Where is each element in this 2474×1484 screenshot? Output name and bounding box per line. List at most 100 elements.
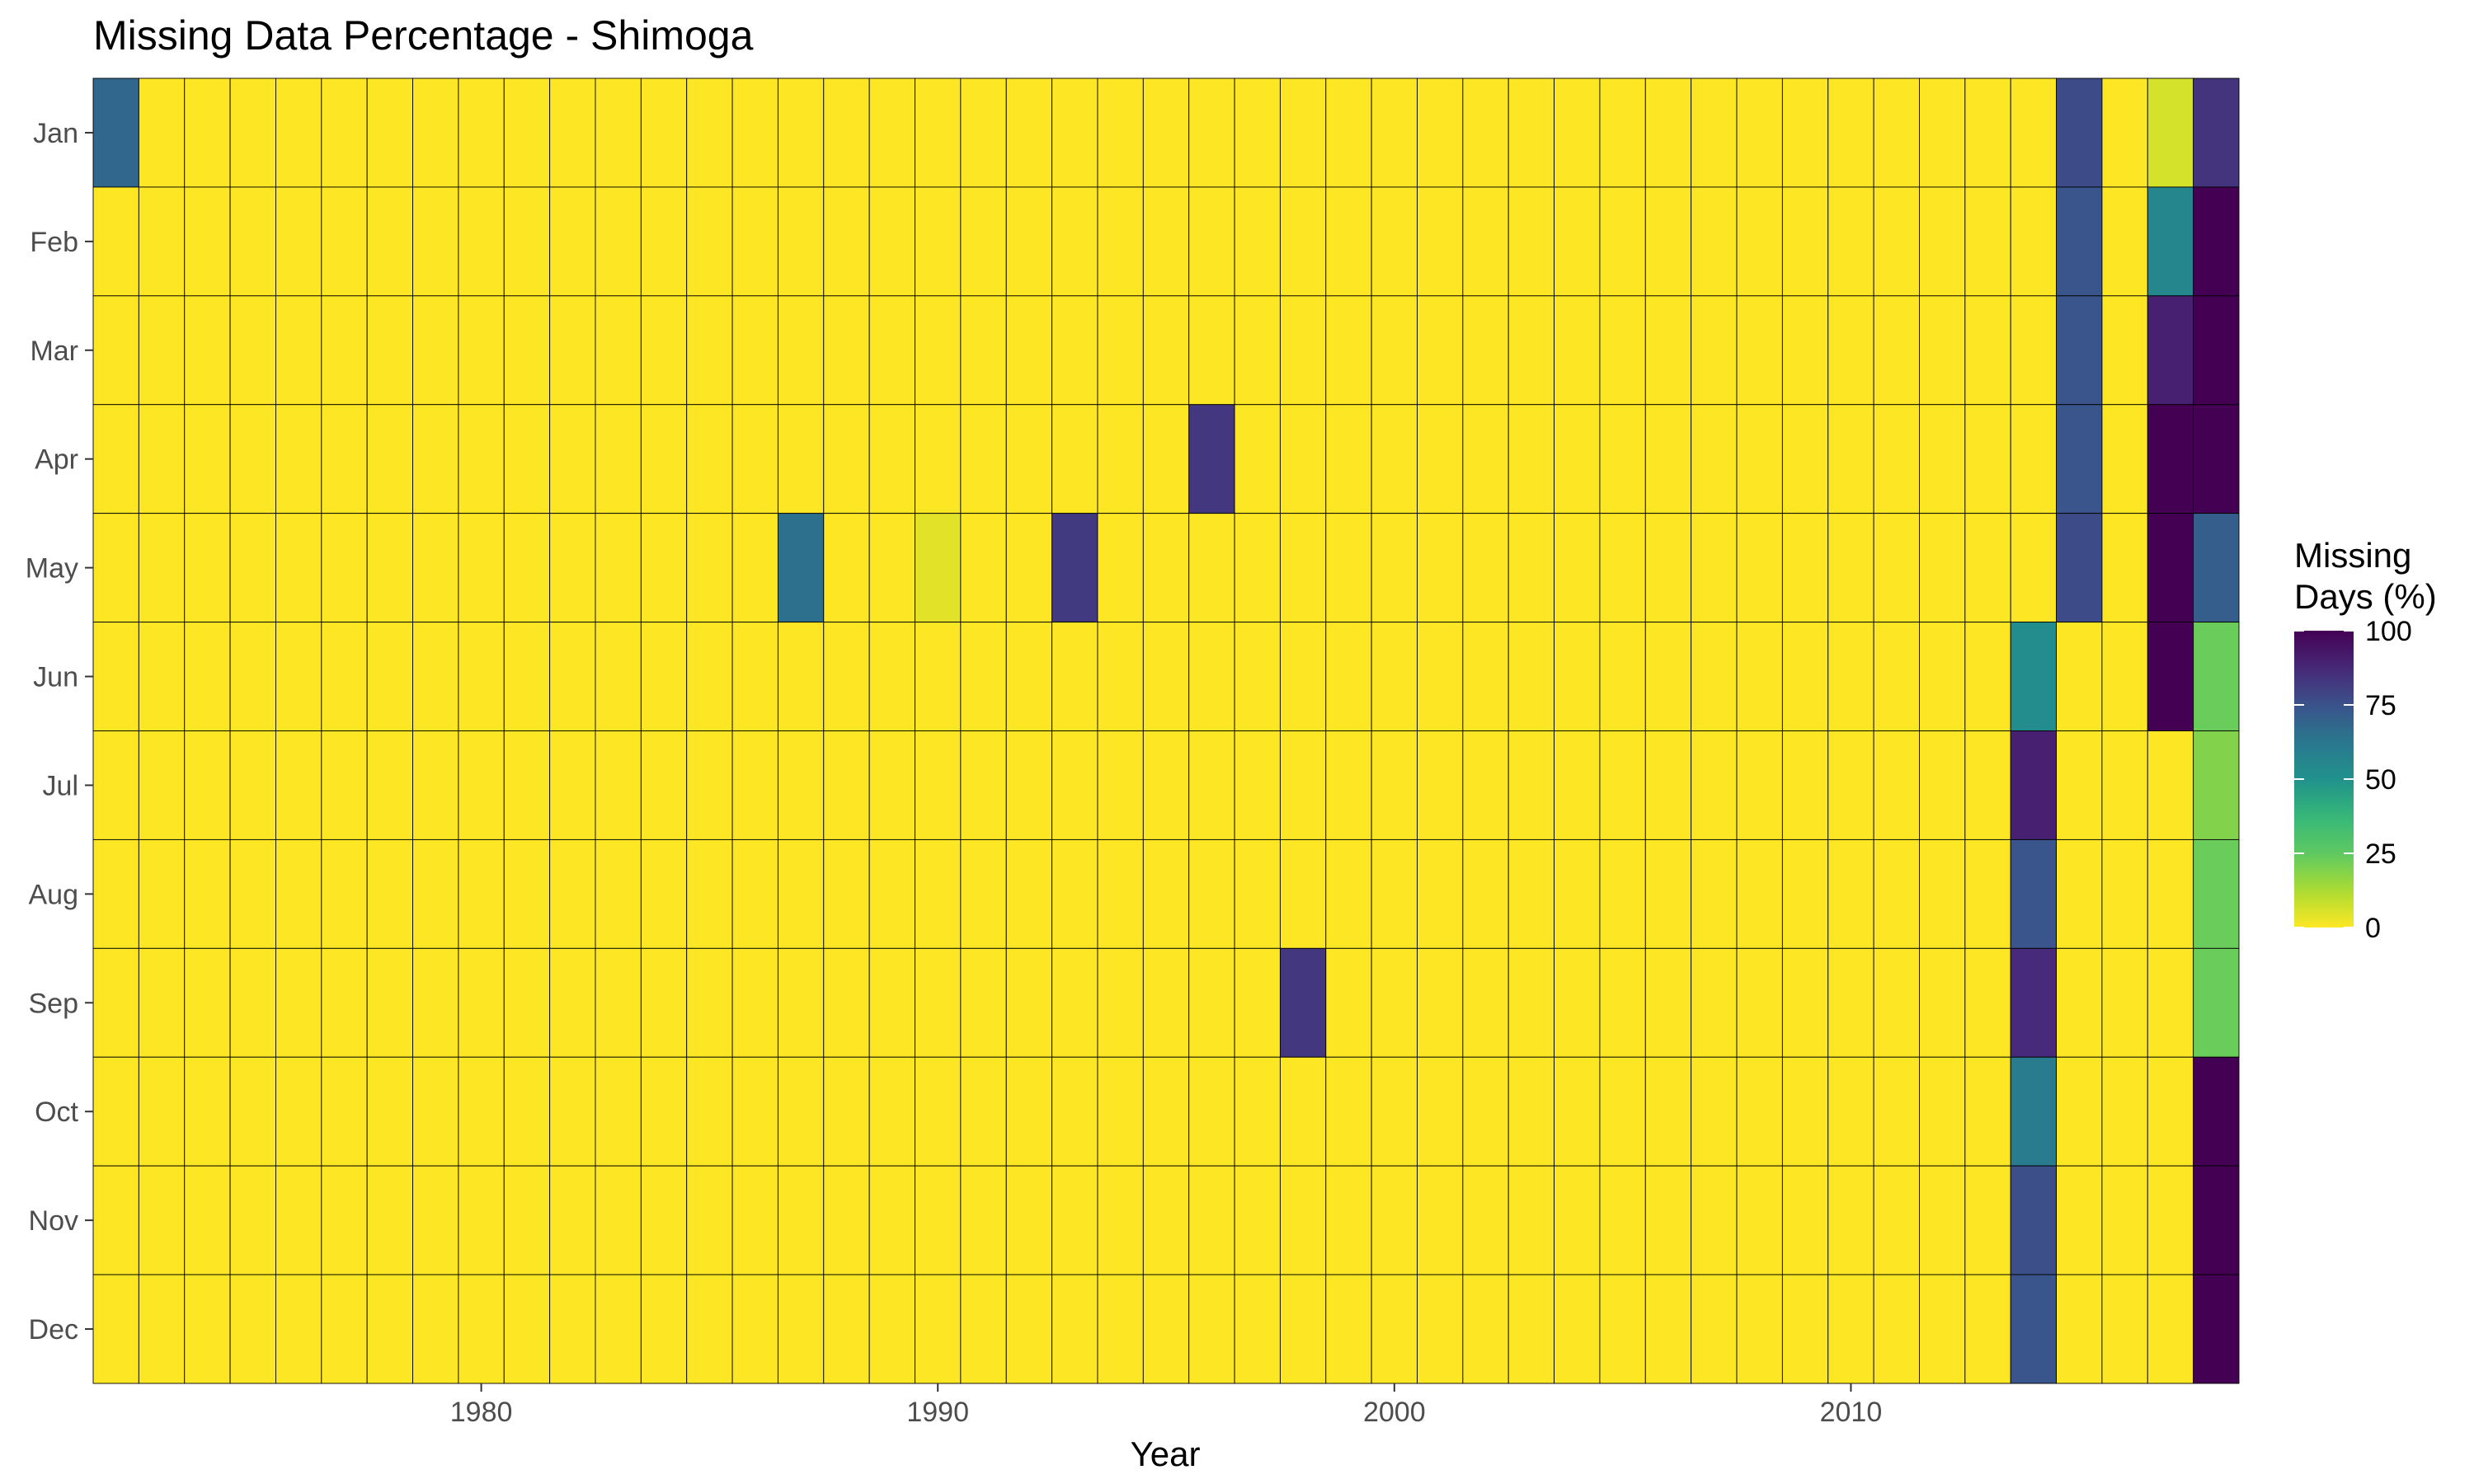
heatmap-cell-2001-may: [1417, 513, 1464, 623]
heatmap-cell-1997-jan: [1234, 77, 1281, 188]
heatmap-cell-1973-aug: [138, 838, 186, 949]
heatmap-cell-2001-jul: [1417, 730, 1464, 840]
heatmap-cell-1991-apr: [960, 404, 1007, 514]
heatmap-cell-1994-sep: [1097, 947, 1144, 1058]
heatmap-cell-1992-aug: [1005, 838, 1053, 949]
heatmap-cell-2011-sep: [1873, 947, 1920, 1058]
heatmap-cell-1972-jan: [92, 77, 139, 188]
heatmap-cell-1972-jul: [92, 730, 139, 840]
heatmap-cell-2017-may: [2147, 513, 2194, 623]
heatmap-cell-1996-jan: [1188, 77, 1235, 188]
heatmap-cell-2015-jan: [2056, 77, 2103, 188]
heatmap-cell-1991-jan: [960, 77, 1007, 188]
heatmap-cell-1978-dec: [366, 1274, 413, 1384]
heatmap-cell-1975-jul: [229, 730, 276, 840]
heatmap-cell-2007-may: [1691, 513, 1738, 623]
heatmap-cell-1991-feb: [960, 186, 1007, 297]
heatmap-cell-2016-nov: [2101, 1165, 2148, 1275]
heatmap-cell-1979-may: [412, 513, 459, 623]
heatmap-cell-2009-feb: [1781, 186, 1829, 297]
heatmap-cell-2003-apr: [1507, 404, 1555, 514]
heatmap-cell-1993-feb: [1051, 186, 1098, 297]
heatmap-cell-1992-jun: [1005, 622, 1053, 731]
heatmap-cell-1999-mar: [1325, 295, 1372, 406]
heatmap-cell-2014-mar: [2010, 295, 2058, 406]
heatmap-cell-2004-feb: [1554, 186, 1601, 297]
heatmap-cell-2017-nov: [2147, 1165, 2194, 1275]
heatmap-cell-2014-sep: [2010, 947, 2058, 1058]
heatmap-cell-1983-oct: [595, 1056, 642, 1167]
heatmap-cell-1976-oct: [275, 1056, 322, 1167]
heatmap-cell-2012-sep: [1919, 947, 1966, 1058]
heatmap-cell-2002-may: [1462, 513, 1509, 623]
heatmap-cell-1977-apr: [321, 404, 368, 514]
heatmap-cell-2004-may: [1554, 513, 1601, 623]
heatmap-cell-1984-sep: [640, 947, 688, 1058]
heatmap-cell-2003-mar: [1507, 295, 1555, 406]
heatmap-cell-1981-jan: [503, 77, 551, 188]
heatmap-cell-1973-nov: [138, 1165, 186, 1275]
heatmap-cell-2017-sep: [2147, 947, 2194, 1058]
y-tick-label-nov: Nov: [29, 1205, 78, 1237]
heatmap-cell-2012-nov: [1919, 1165, 1966, 1275]
heatmap-cell-1979-apr: [412, 404, 459, 514]
heatmap-cell-1974-may: [184, 513, 231, 623]
heatmap-cell-1991-aug: [960, 838, 1007, 949]
heatmap-cell-2005-oct: [1599, 1056, 1646, 1167]
heatmap-cell-2008-apr: [1736, 404, 1783, 514]
heatmap-cell-1981-apr: [503, 404, 551, 514]
x-axis-title: Year: [1131, 1435, 1201, 1473]
heatmap-cell-1988-sep: [823, 947, 870, 1058]
heatmap-cell-1984-oct: [640, 1056, 688, 1167]
heatmap-cell-1995-aug: [1142, 838, 1190, 949]
heatmap-cell-1989-sep: [868, 947, 915, 1058]
heatmap-cell-1989-mar: [868, 295, 915, 406]
heatmap-cell-1989-aug: [868, 838, 915, 949]
heatmap-cell-1984-may: [640, 513, 688, 623]
heatmap-cell-1978-jun: [366, 622, 413, 731]
heatmap-cell-1991-may: [960, 513, 1007, 623]
heatmap-cell-1993-apr: [1051, 404, 1098, 514]
heatmap-cell-2001-sep: [1417, 947, 1464, 1058]
heatmap-cell-2006-aug: [1644, 838, 1692, 949]
heatmap-cell-1985-mar: [686, 295, 733, 406]
heatmap-cell-2014-may: [2010, 513, 2058, 623]
heatmap-cell-2009-jan: [1781, 77, 1829, 188]
heatmap-cell-1990-jul: [915, 730, 962, 840]
legend-label-50: 50: [2365, 764, 2396, 796]
heatmap-cell-2013-feb: [1964, 186, 2011, 297]
heatmap-cell-2013-apr: [1964, 404, 2011, 514]
heatmap-cell-1973-sep: [138, 947, 186, 1058]
heatmap-cell-2006-jan: [1644, 77, 1692, 188]
heatmap-cell-2011-aug: [1873, 838, 1920, 949]
heatmap-cell-2010-apr: [1827, 404, 1874, 514]
heatmap-cell-2008-feb: [1736, 186, 1783, 297]
heatmap-cell-2016-oct: [2101, 1056, 2148, 1167]
heatmap-cell-1992-oct: [1005, 1056, 1053, 1167]
heatmap-cell-2018-feb: [2193, 186, 2240, 297]
heatmap-cell-2016-jun: [2101, 622, 2148, 731]
heatmap-cell-2011-dec: [1873, 1274, 1920, 1384]
heatmap-cell-1996-aug: [1188, 838, 1235, 949]
heatmap-cell-2016-feb: [2101, 186, 2148, 297]
heatmap-cell-2016-aug: [2101, 838, 2148, 949]
heatmap-cell-1994-jan: [1097, 77, 1144, 188]
heatmap-cell-1979-oct: [412, 1056, 459, 1167]
heatmap-cell-1976-mar: [275, 295, 322, 406]
heatmap-cell-1989-nov: [868, 1165, 915, 1275]
heatmap-cell-2003-sep: [1507, 947, 1555, 1058]
heatmap-cell-1986-may: [731, 513, 778, 623]
heatmap-cell-2013-jul: [1964, 730, 2011, 840]
heatmap-cell-1977-dec: [321, 1274, 368, 1384]
heatmap-cell-1999-sep: [1325, 947, 1372, 1058]
heatmap-cell-2012-dec: [1919, 1274, 1966, 1384]
heatmap-cell-2008-aug: [1736, 838, 1783, 949]
heatmap-cell-2013-nov: [1964, 1165, 2011, 1275]
heatmap-cell-2007-jun: [1691, 622, 1738, 731]
heatmap-cell-1985-nov: [686, 1165, 733, 1275]
heatmap-cell-1992-apr: [1005, 404, 1053, 514]
heatmap-cell-1976-feb: [275, 186, 322, 297]
heatmap-cell-1981-oct: [503, 1056, 551, 1167]
heatmap-cell-2007-dec: [1691, 1274, 1738, 1384]
heatmap-cell-1992-feb: [1005, 186, 1053, 297]
